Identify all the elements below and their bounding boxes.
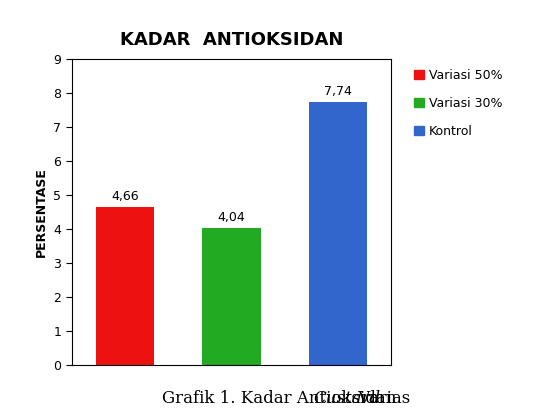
Bar	[96, 207, 154, 365]
Title: KADAR  ANTIOKSIDAN: KADAR ANTIOKSIDAN	[120, 31, 343, 49]
Text: Grafik 1. Kadar Antioksidan: Grafik 1. Kadar Antioksidan	[163, 391, 402, 407]
Text: 4,66: 4,66	[111, 189, 139, 202]
Text: 4,04: 4,04	[218, 211, 245, 224]
Text: 7,74: 7,74	[324, 85, 352, 97]
Bar	[309, 102, 367, 365]
Text: Varias: Varias	[353, 391, 410, 407]
Y-axis label: PERSENTASE: PERSENTASE	[35, 167, 47, 257]
Legend: Variasi 50%, Variasi 30%, Kontrol: Variasi 50%, Variasi 30%, Kontrol	[410, 65, 506, 142]
Bar	[202, 228, 261, 365]
Text: Custard: Custard	[313, 391, 380, 407]
